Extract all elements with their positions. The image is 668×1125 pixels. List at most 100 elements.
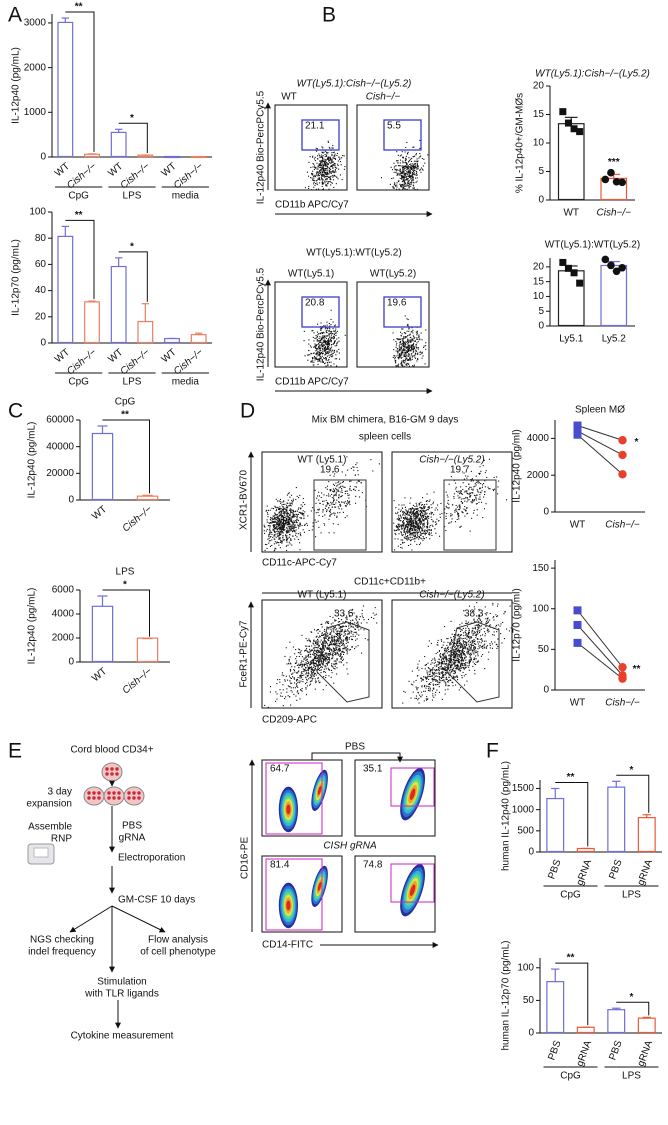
event-dot <box>293 500 294 501</box>
event-dot <box>331 649 332 650</box>
event-dot <box>276 683 277 684</box>
event-dot <box>333 640 334 641</box>
event-dot <box>338 622 339 623</box>
panel-label: A <box>8 4 22 27</box>
event-dot <box>334 652 335 653</box>
event-dot <box>287 539 288 540</box>
event-dot <box>425 506 426 507</box>
event-dot <box>485 486 486 487</box>
event-dot <box>281 523 282 524</box>
event-dot <box>402 514 403 515</box>
event-dot <box>322 181 323 182</box>
event-dot <box>416 337 417 338</box>
x-tick-label: WT <box>90 504 109 522</box>
event-dot <box>325 622 326 623</box>
event-dot <box>333 156 334 157</box>
event-dot <box>324 161 325 162</box>
event-dot <box>328 668 329 669</box>
event-dot <box>405 184 406 185</box>
event-dot <box>289 676 290 677</box>
event-dot <box>311 662 312 663</box>
event-dot <box>313 340 314 341</box>
event-dot <box>417 527 418 528</box>
event-dot <box>299 549 300 550</box>
event-dot <box>331 663 332 664</box>
event-dot <box>467 493 468 494</box>
event-dot <box>288 545 289 546</box>
event-dot <box>323 661 324 662</box>
event-dot <box>358 645 359 646</box>
event-dot <box>329 362 330 363</box>
event-dot <box>405 158 406 159</box>
event-dot <box>322 184 323 185</box>
event-dot <box>338 337 339 338</box>
event-dot <box>346 650 347 651</box>
event-dot <box>404 179 405 180</box>
bar <box>638 1018 655 1032</box>
event-dot <box>403 530 404 531</box>
event-dot <box>308 344 309 345</box>
event-dot <box>321 170 322 171</box>
event-dot <box>304 511 305 512</box>
event-dot <box>361 623 362 624</box>
event-dot <box>313 660 314 661</box>
event-dot <box>334 325 335 326</box>
event-dot <box>413 517 414 518</box>
event-dot <box>416 360 417 361</box>
event-dot <box>305 673 306 674</box>
event-dot <box>302 525 303 526</box>
event-dot <box>330 181 331 182</box>
event-dot <box>409 175 410 176</box>
axis-label: IL-12p40 Bio-PercPCy5.5 <box>256 267 267 381</box>
event-dot <box>472 492 473 493</box>
event-dot <box>333 500 334 501</box>
event-dot <box>339 661 340 662</box>
event-dot <box>286 507 287 508</box>
event-dot <box>403 518 404 519</box>
event-dot <box>460 493 461 494</box>
event-dot <box>317 171 318 172</box>
event-dot <box>320 350 321 351</box>
event-dot <box>276 543 277 544</box>
flow-plot-frame <box>357 105 429 190</box>
event-dot <box>417 535 418 536</box>
event-dot <box>403 341 404 342</box>
event-dot <box>285 534 286 535</box>
event-dot <box>398 509 399 510</box>
event-dot <box>335 165 336 166</box>
event-dot <box>428 516 429 517</box>
event-dot <box>375 607 376 608</box>
event-dot <box>273 535 274 536</box>
x-tick-label: Cish−/− <box>605 520 640 531</box>
significance: ** <box>75 210 83 221</box>
event-dot <box>406 365 407 366</box>
event-dot <box>344 631 345 632</box>
event-dot <box>457 507 458 508</box>
event-dot <box>277 693 278 694</box>
event-dot <box>412 180 413 181</box>
event-dot <box>425 349 426 350</box>
event-dot <box>304 658 305 659</box>
event-dot <box>316 348 317 349</box>
event-dot <box>296 529 297 530</box>
event-dot <box>472 478 473 479</box>
event-dot <box>274 513 275 514</box>
event-dot <box>431 530 432 531</box>
event-dot <box>273 527 274 528</box>
event-dot <box>452 518 453 519</box>
event-dot <box>425 534 426 535</box>
event-dot <box>318 652 319 653</box>
event-dot <box>427 154 428 155</box>
event-dot <box>274 522 275 523</box>
y-axis-label: IL-12p70 (pg/ml) <box>512 588 523 661</box>
event-dot <box>294 677 295 678</box>
event-dot <box>333 655 334 656</box>
event-dot <box>287 531 288 532</box>
event-dot <box>322 664 323 665</box>
event-dot <box>468 622 469 623</box>
event-dot <box>414 168 415 169</box>
event-dot <box>276 509 277 510</box>
event-dot <box>338 161 339 162</box>
event-dot <box>305 650 306 651</box>
event-dot <box>420 502 421 503</box>
